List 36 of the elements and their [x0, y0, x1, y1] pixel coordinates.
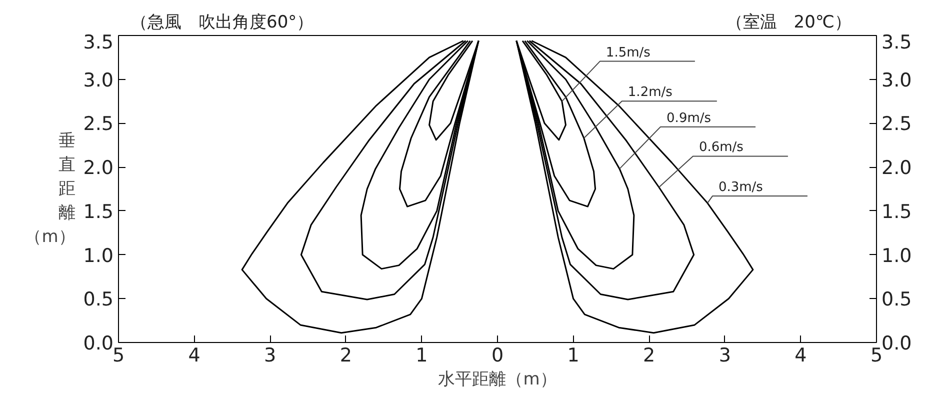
x-axis-title: 水平距離（m） [438, 370, 557, 390]
y2-tick-label: 1.5 [882, 200, 912, 223]
x-tick-label: 1 [416, 344, 428, 366]
y-tick-label: 1.0 [83, 244, 114, 267]
x-tick-label: 0 [491, 344, 504, 366]
annotation: 0.6m/s [698, 140, 744, 156]
y-tick-label: 3.5 [83, 32, 114, 54]
annotation: 0.9m/s [666, 110, 712, 126]
x-tick-label: 5 [112, 344, 125, 366]
y-tick-label: 3.0 [83, 69, 114, 92]
y2-tick-label: 0.0 [882, 332, 912, 354]
y-tick-label: 2.0 [83, 157, 114, 180]
annotation: 0.3m/s [718, 180, 764, 196]
text: （急風 吹出角度60°） [130, 12, 314, 32]
text: （室温 20℃） [726, 12, 852, 32]
x-tick-label: 4 [188, 344, 200, 366]
y2-tick-label: 3.5 [882, 32, 912, 54]
y2-tick-label: 2.5 [882, 113, 912, 136]
y-tick-label: 1.5 [83, 200, 114, 223]
x-tick-label: 2 [340, 344, 352, 366]
y2-tick-label: 2.0 [882, 157, 912, 180]
y2-tick-label: 3.0 [882, 69, 912, 92]
y2-tick-label: 1.0 [882, 244, 912, 267]
annotation: 1.2m/s [628, 85, 673, 100]
y-axis-title: 垂直距離（m） [24, 131, 76, 247]
x-tick-label: 3 [264, 344, 276, 366]
x-tick-label: 3 [718, 344, 731, 366]
y2-tick-label: 0.5 [882, 288, 912, 311]
y-tick-label: 2.5 [83, 113, 114, 136]
x-tick-label: 2 [643, 344, 656, 366]
annotation: 1.5m/s [606, 45, 651, 60]
y-tick-label: 0.0 [83, 332, 114, 354]
x-tick-label: 4 [794, 344, 807, 366]
x-tick-label: 5 [870, 344, 883, 366]
y-tick-label: 0.5 [83, 288, 114, 311]
x-tick-label: 1 [567, 344, 580, 366]
